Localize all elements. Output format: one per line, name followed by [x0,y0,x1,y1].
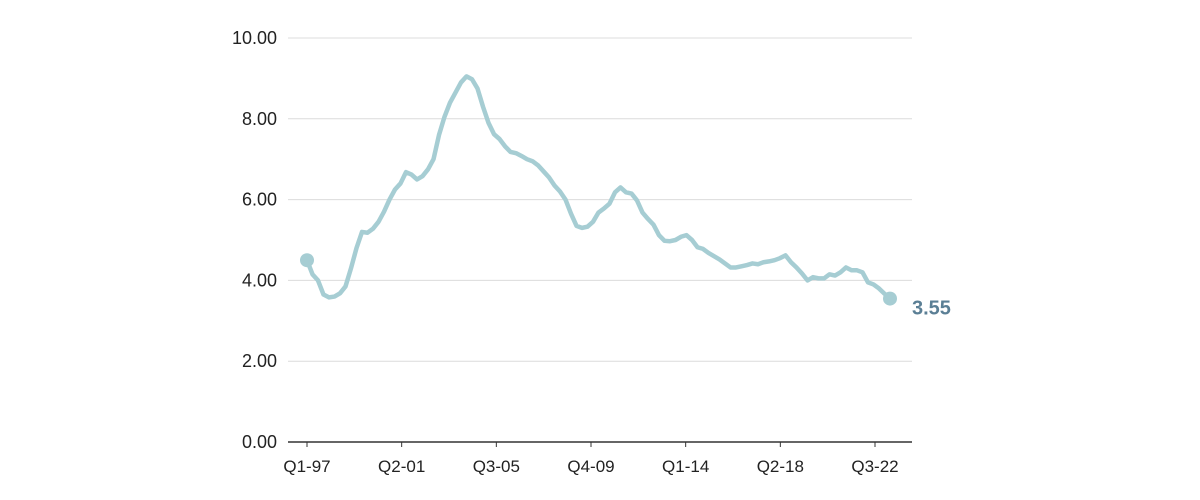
x-tick-label: Q3-22 [851,457,898,476]
x-tick-label: Q2-18 [757,457,804,476]
endpoint-markers [300,253,897,306]
start-point-marker [300,253,314,268]
series-layer [304,74,893,301]
x-tick-label: Q1-14 [662,457,709,476]
x-tick-label: Q1-97 [283,457,330,476]
y-tick-label: 10.00 [232,28,277,48]
y-tick-label: 8.00 [242,109,277,129]
end-point-marker [883,291,897,306]
y-tick-label: 0.00 [242,432,277,452]
x-tick-label: Q3-05 [473,457,520,476]
end-value-label: 3.55 [912,298,951,320]
x-tick-label: Q4-09 [567,457,614,476]
y-tick-label: 4.00 [242,270,277,290]
y-tick-label: 6.00 [242,190,277,210]
x-axis-tick-labels: Q1-97 Q2-01 Q3-05 Q4-09 Q1-14 Q2-18 Q3-22 [283,442,899,476]
y-tick-label: 2.00 [242,351,277,371]
gridlines [288,37,912,362]
x-tick-label: Q2-01 [378,457,425,476]
y-axis-tick-labels: 0.00 2.00 4.00 6.00 8.00 10.00 [232,28,277,452]
series-line [304,74,893,301]
